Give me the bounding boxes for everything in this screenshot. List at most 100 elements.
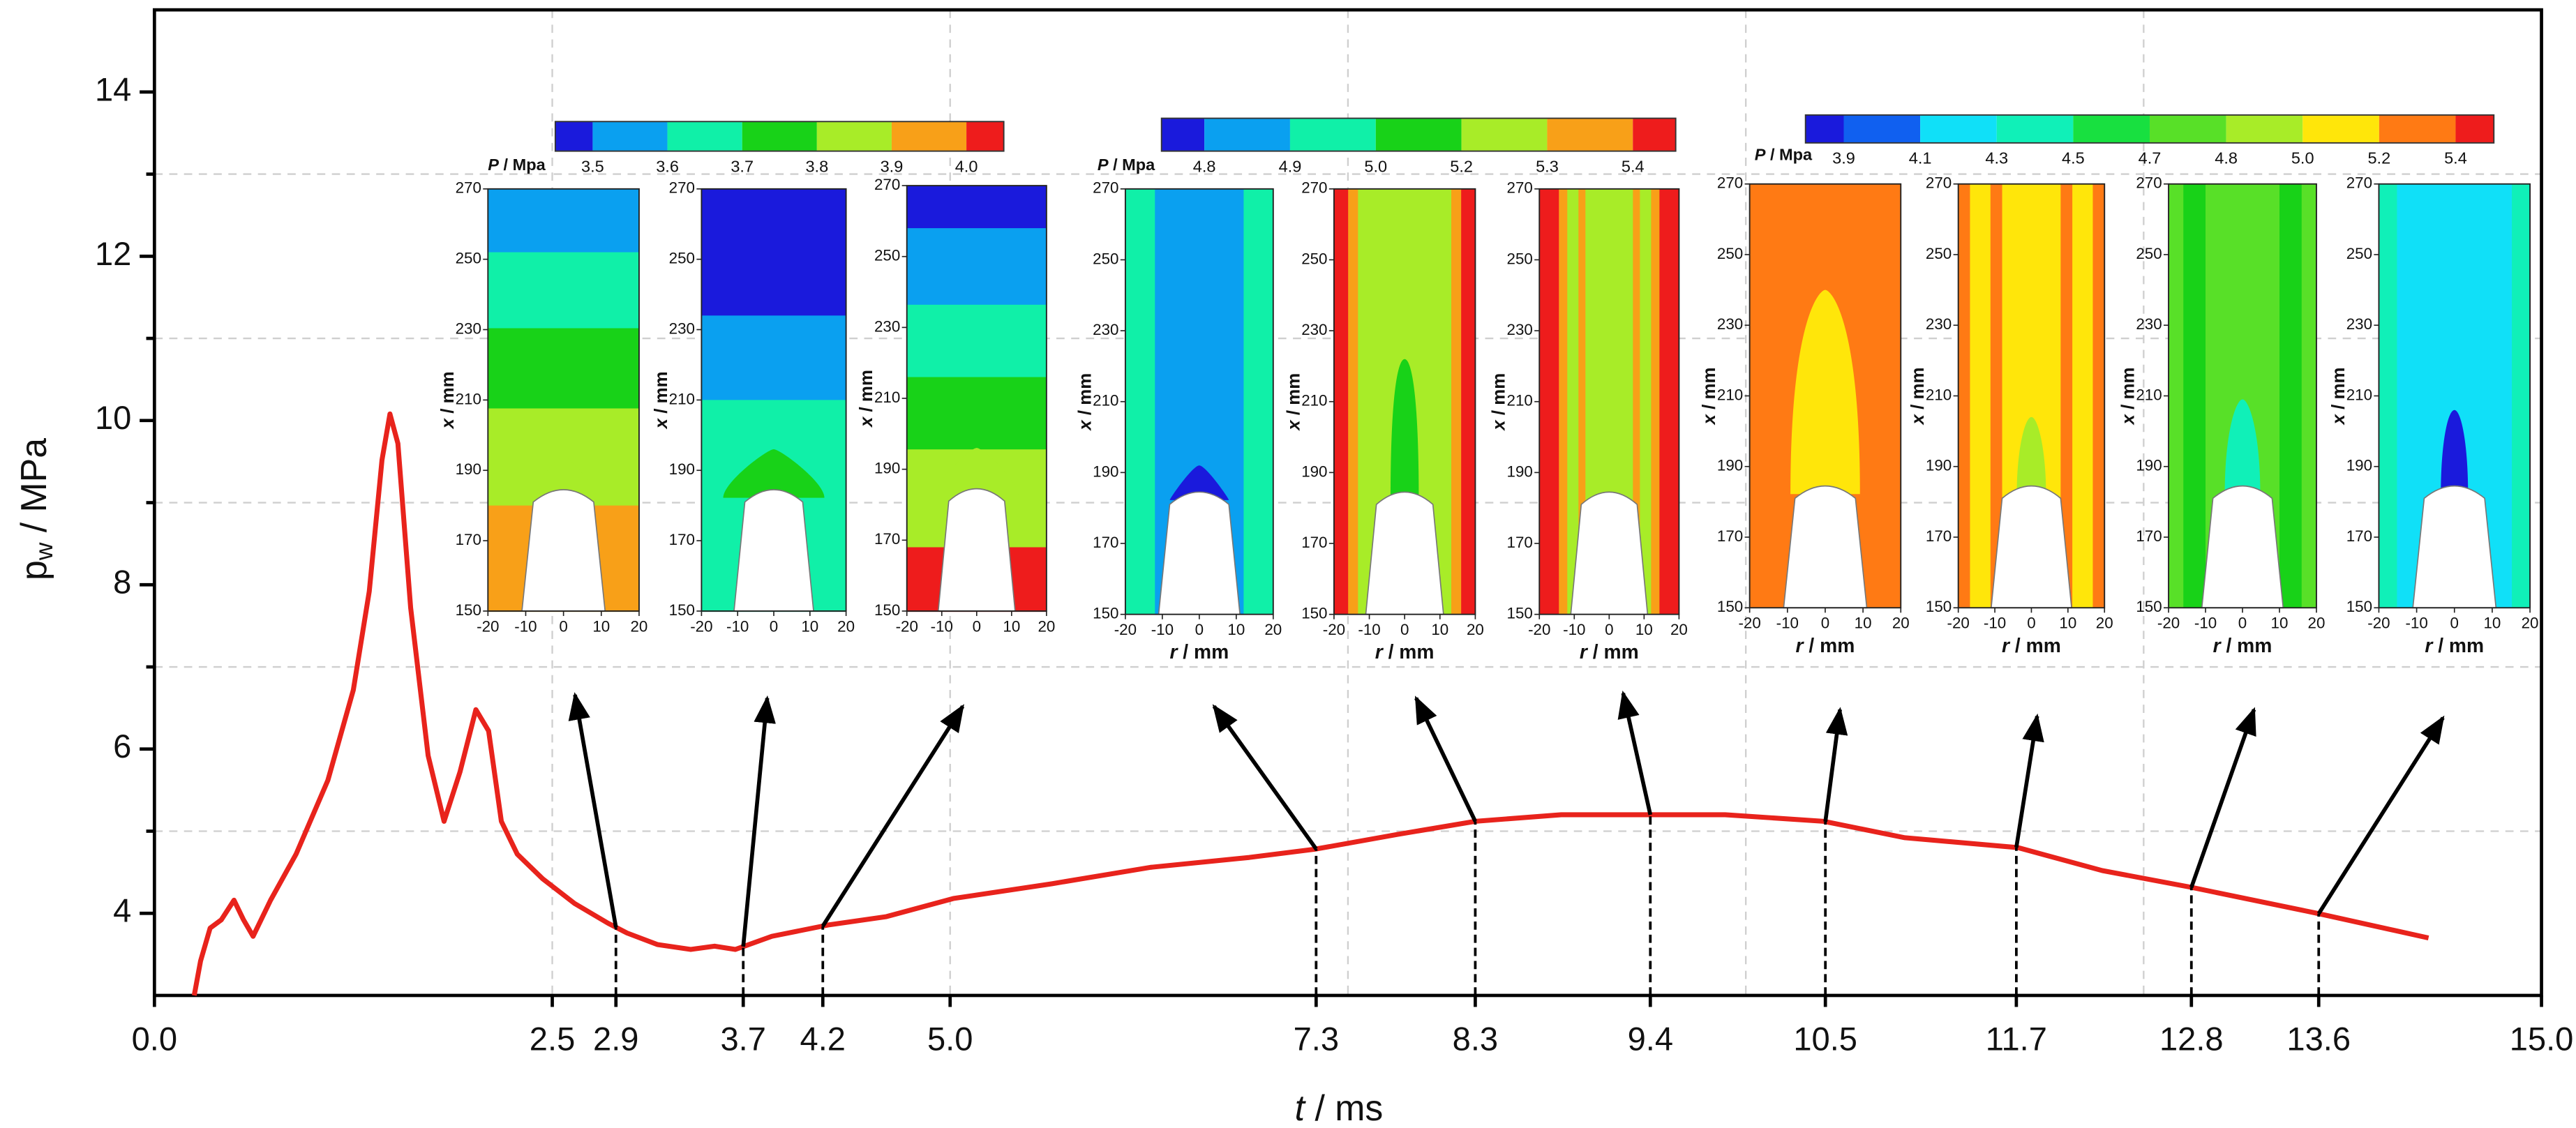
colorbar-label: 3.5 bbox=[581, 157, 604, 175]
inset-y-axis-label-var: x bbox=[652, 417, 671, 430]
contour-plume bbox=[1595, 454, 1624, 500]
x-tick-label: 2.5 bbox=[530, 1020, 575, 1057]
inset-x-tick-label: 20 bbox=[1264, 621, 1282, 638]
inset-x-axis-label: r / mm bbox=[2213, 634, 2272, 656]
y-label-base: p bbox=[13, 560, 53, 580]
inset-x-tick-label: -10 bbox=[2405, 615, 2427, 632]
inset-x-tick-label: 10 bbox=[2059, 615, 2076, 632]
inset-y-tick-label: 210 bbox=[1507, 392, 1533, 409]
x-tick-label: 13.6 bbox=[2286, 1020, 2351, 1057]
inset-y-tick-label: 170 bbox=[456, 531, 481, 548]
colorbar-label: 3.9 bbox=[1832, 149, 1855, 167]
inset-x-axis-label: r / mm bbox=[1375, 641, 1435, 663]
inset-x-tick-label: -20 bbox=[896, 617, 918, 635]
inset-x-axis-label-var: r bbox=[1169, 641, 1178, 663]
contour-plume bbox=[1169, 465, 1229, 500]
inset-y-tick-label: 150 bbox=[2346, 598, 2372, 615]
inset-y-axis-label-unit: / mm bbox=[652, 371, 671, 419]
colorbar-segment bbox=[592, 121, 668, 151]
inset-y-tick-label: 250 bbox=[456, 250, 481, 267]
colorbar-label: 3.6 bbox=[656, 157, 679, 175]
inset-y-axis-label-var: x bbox=[857, 416, 876, 428]
colorbar-label: 4.3 bbox=[1985, 149, 2008, 167]
colorbar-label: 3.7 bbox=[731, 157, 754, 175]
x-tick-label: 10.5 bbox=[1793, 1020, 1857, 1057]
colorbar-segment bbox=[1633, 118, 1676, 151]
inset-y-tick-label: 250 bbox=[1301, 250, 1327, 267]
inset-x-tick-label: 20 bbox=[837, 617, 855, 635]
colorbar-segment bbox=[1920, 114, 1997, 143]
contour-band bbox=[906, 186, 1047, 230]
contour-plume bbox=[2441, 409, 2469, 495]
inset-y-tick-label: 190 bbox=[2136, 457, 2162, 474]
colorbar-segment bbox=[555, 121, 593, 151]
colorbar-segment bbox=[742, 121, 817, 151]
inset-x-axis-label-unit: / mm bbox=[1804, 634, 1855, 656]
inset-x-tick-label: 0 bbox=[1605, 621, 1613, 638]
inset-y-tick-label: 170 bbox=[1093, 534, 1118, 551]
inset-y-tick-label: 150 bbox=[456, 601, 481, 619]
inset-x-tick-label: 10 bbox=[1227, 621, 1245, 638]
inset-y-axis-label: x / mm bbox=[438, 371, 458, 430]
inset-x-tick-label: 0 bbox=[2238, 615, 2247, 632]
inset-x-tick-label: 20 bbox=[1892, 615, 1910, 632]
inset-y-tick-label: 210 bbox=[1301, 392, 1327, 409]
colorbar-segment bbox=[1461, 118, 1548, 151]
inset-x-tick-label: 10 bbox=[1855, 615, 1872, 632]
cone bbox=[733, 489, 814, 612]
inset-y-tick-label: 210 bbox=[669, 390, 695, 407]
inset-y-tick-label: 190 bbox=[1507, 463, 1533, 480]
inset-x-tick-label: -20 bbox=[1738, 615, 1760, 632]
inset-y-tick-label: 210 bbox=[1717, 386, 1743, 403]
inset-x-axis-label-var: r bbox=[1580, 641, 1589, 663]
inset-y-tick-label: 150 bbox=[2136, 598, 2162, 615]
colorbar-segment bbox=[891, 121, 967, 151]
colorbar-label: 4.5 bbox=[2062, 149, 2085, 167]
contour-band bbox=[701, 315, 846, 401]
inset-y-tick-label: 230 bbox=[1717, 315, 1743, 333]
colorbar-label: 5.0 bbox=[1364, 157, 1387, 175]
colorbar-frame bbox=[1160, 117, 1677, 152]
inset-y-tick-label: 170 bbox=[874, 530, 900, 548]
inset-y-tick-label: 210 bbox=[1926, 386, 1952, 403]
inset-y-axis-label: x / mm bbox=[1700, 367, 1719, 426]
inset-x-tick-label: -10 bbox=[726, 617, 749, 635]
inset-x-tick-label: 20 bbox=[2308, 615, 2326, 632]
inset-y-tick-label: 250 bbox=[1717, 245, 1743, 262]
contour-plume bbox=[934, 448, 1019, 497]
inset-arrow bbox=[2189, 707, 2256, 888]
inset-y-tick-label: 170 bbox=[1301, 534, 1327, 551]
contour-band bbox=[701, 188, 846, 317]
colorbar-segment bbox=[2073, 114, 2150, 143]
inset-y-tick-label: 210 bbox=[456, 390, 481, 407]
inset-y-tick-label: 150 bbox=[1926, 598, 1952, 615]
colorbar-segment bbox=[2226, 114, 2303, 143]
inset-x-tick-label: 20 bbox=[1038, 617, 1055, 635]
inset-arrow bbox=[2014, 713, 2044, 848]
colorbar-title: P / Mpa bbox=[1098, 156, 1155, 174]
inset-x-tick-label: -10 bbox=[514, 617, 537, 635]
inset-x-tick-label: 10 bbox=[2271, 615, 2289, 632]
colorbar-label: 3.8 bbox=[805, 157, 828, 175]
colorbar-label: 4.8 bbox=[2215, 149, 2238, 167]
inset-y-tick-label: 210 bbox=[874, 389, 900, 406]
inset-x-tick-label: 0 bbox=[973, 617, 981, 635]
colorbar-label: 4.7 bbox=[2139, 149, 2162, 167]
inset-y-tick-label: 170 bbox=[1926, 527, 1952, 545]
inset-x-tick-label: -10 bbox=[1151, 621, 1174, 638]
inset-y-tick-label: 150 bbox=[1301, 605, 1327, 622]
inset-x-axis-label-unit: / mm bbox=[1383, 641, 1435, 663]
inset-x-axis-label: r / mm bbox=[1580, 641, 1639, 663]
inset-y-axis-label-var: x bbox=[2329, 414, 2349, 426]
cone bbox=[1570, 491, 1649, 615]
colorbar-title-var: P bbox=[1755, 146, 1766, 164]
inset-y-tick-label: 190 bbox=[1926, 457, 1952, 474]
inset-x-axis-label: r / mm bbox=[1796, 634, 1855, 656]
colorbar-segment bbox=[2302, 114, 2379, 143]
inset-x-tick-label: 0 bbox=[1400, 621, 1409, 638]
inset-y-axis-label: x / mm bbox=[2329, 367, 2349, 426]
inset-arrow bbox=[2316, 715, 2445, 915]
contour-plume bbox=[530, 456, 597, 498]
inset-x-tick-label: 20 bbox=[630, 617, 647, 635]
inset-x-tick-label: -10 bbox=[931, 617, 953, 635]
